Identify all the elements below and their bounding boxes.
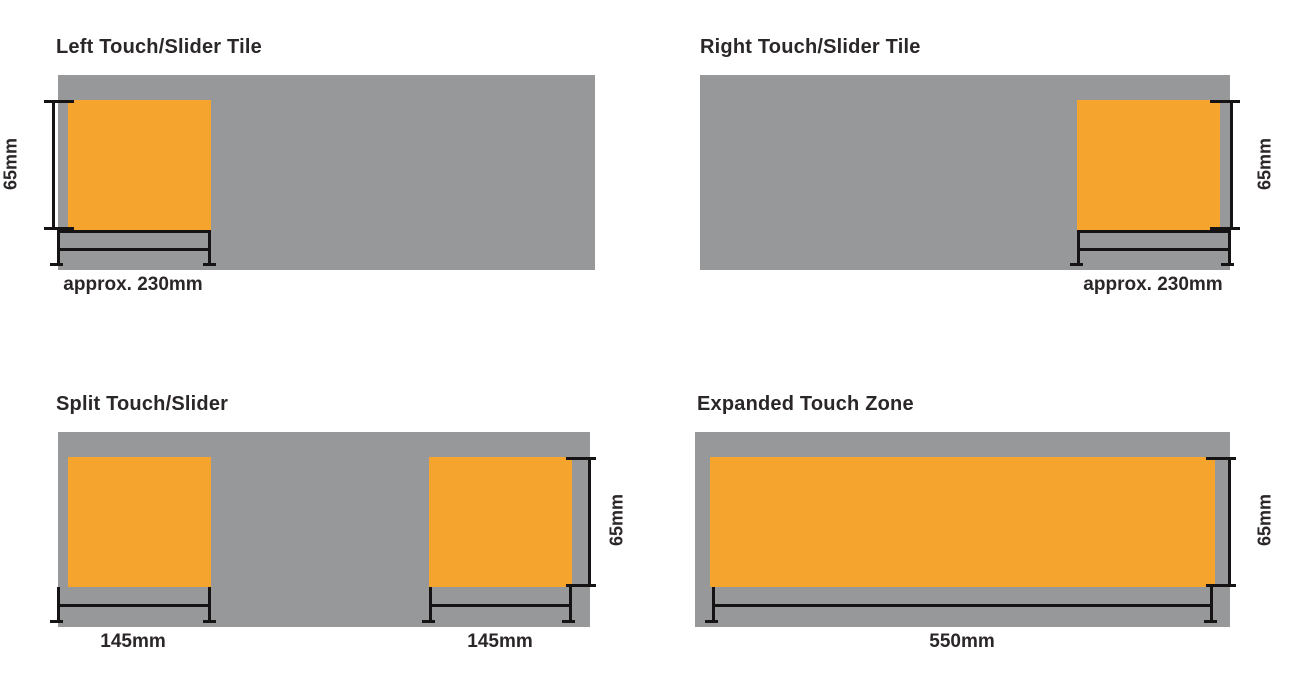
- panel3-width-dim-a-foot-right: [203, 620, 216, 623]
- panel3-width-dim-b-foot-right: [562, 620, 575, 623]
- panel2-title: Right Touch/Slider Tile: [700, 36, 921, 58]
- panel4-height-dim-line: [1228, 457, 1231, 587]
- panel4-width-dim-foot-left: [705, 620, 718, 623]
- panel3-width-label-left: 145mm: [100, 631, 166, 652]
- panel1-title: Left Touch/Slider Tile: [56, 36, 262, 58]
- panel3-touch-zone-right: [429, 457, 572, 587]
- panel3-width-dim-b-mid: [429, 604, 572, 607]
- panel1-width-dim-foot-left: [50, 263, 63, 266]
- panel2-height-dim-tick-top: [1210, 100, 1240, 103]
- panel3-width-dim-b-foot-left: [422, 620, 435, 623]
- panel3-height-dim-tick-bottom: [566, 584, 596, 587]
- panel4-height-dim-tick-top: [1206, 457, 1236, 460]
- panel3-width-label-right: 145mm: [467, 631, 533, 652]
- panel1-height-dim-tick-top: [44, 100, 74, 103]
- panel3-height-dim-tick-top: [566, 457, 596, 460]
- panel3-width-dim-a-mid: [57, 604, 211, 607]
- panel3-height-dim-line: [588, 457, 591, 587]
- panel2-touch-zone: [1077, 100, 1220, 230]
- panel4-width-label: 550mm: [929, 631, 995, 652]
- panel3-width-dim-a-foot-left: [50, 620, 63, 623]
- panel3-height-label: 65mm: [606, 493, 627, 547]
- panel1-height-dim-line: [52, 100, 55, 230]
- panel1-width-dim-top: [57, 230, 211, 233]
- panel3-title: Split Touch/Slider: [56, 393, 229, 415]
- panel4-width-dim-foot-right: [1204, 620, 1217, 623]
- panel2-height-dim-tick-bottom: [1210, 227, 1240, 230]
- panel1-height-dim-tick-bottom: [44, 227, 74, 230]
- panel4-title: Expanded Touch Zone: [697, 393, 914, 415]
- panel1-width-dim-mid: [57, 248, 211, 251]
- panel2-width-dim-top: [1077, 230, 1231, 233]
- panel4-width-dim-mid: [712, 604, 1213, 607]
- panel2-width-dim-foot-left: [1070, 263, 1083, 266]
- panel1-width-dim-foot-right: [203, 263, 216, 266]
- panel2-height-label: 65mm: [1254, 137, 1275, 191]
- panel2-width-label: approx. 230mm: [1083, 274, 1223, 295]
- panel2-width-dim-foot-right: [1221, 263, 1234, 266]
- panel1-height-label: 65mm: [0, 137, 21, 191]
- panel1-width-label: approx. 230mm: [63, 274, 203, 295]
- panel4-height-dim-tick-bottom: [1206, 584, 1236, 587]
- panel4-height-label: 65mm: [1254, 493, 1275, 547]
- panel2-width-dim-mid: [1077, 248, 1231, 251]
- panel3-touch-zone-left: [68, 457, 211, 587]
- panel1-touch-zone: [68, 100, 211, 230]
- panel2-height-dim-line: [1230, 100, 1233, 230]
- panel4-touch-zone: [710, 457, 1215, 587]
